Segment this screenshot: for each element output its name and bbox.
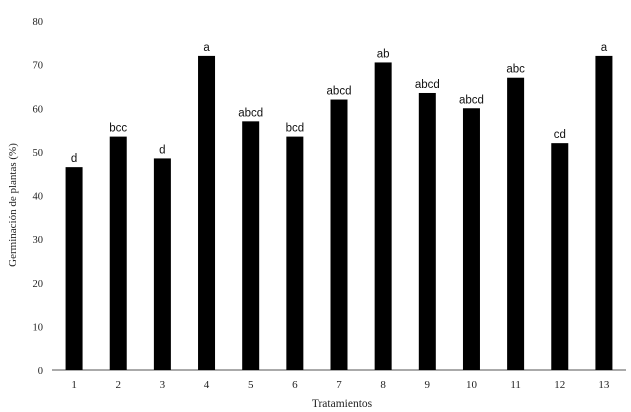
bar-data-label: abcd — [238, 107, 263, 119]
y-tick-label: 0 — [38, 366, 43, 377]
bar-data-label: bcc — [109, 123, 127, 135]
y-tick-label: 50 — [33, 148, 44, 159]
bar — [109, 136, 127, 370]
bar — [198, 55, 216, 371]
y-tick-label: 40 — [33, 192, 44, 203]
x-tick-label: 8 — [380, 379, 386, 391]
bar-data-label: abc — [506, 64, 525, 76]
y-axis-label: Germinación de plantas (%) — [7, 143, 19, 267]
bar-data-label: abcd — [327, 86, 352, 98]
bar — [462, 108, 480, 370]
bar-data-label: abcd — [415, 79, 440, 91]
bar — [65, 167, 83, 370]
bar-data-label: cd — [554, 129, 566, 141]
y-tick-label: 80 — [33, 17, 44, 28]
bar-data-label: d — [71, 153, 77, 165]
bar — [330, 99, 348, 371]
y-tick-label: 60 — [33, 104, 44, 115]
bar — [418, 92, 436, 370]
x-tick-label: 10 — [466, 379, 478, 391]
x-tick-label: 7 — [336, 379, 342, 391]
bar-data-label: a — [601, 42, 608, 54]
x-tick-label: 5 — [248, 379, 254, 391]
bar-data-label: bcd — [286, 123, 305, 135]
plot-area: 01020304050607080d1bcc2d3a4abcd5bcd6abcd… — [33, 17, 626, 391]
bar — [595, 55, 613, 371]
bar — [374, 62, 392, 370]
bar-data-label: d — [159, 144, 165, 156]
bar-data-label: a — [203, 42, 210, 54]
bar-data-label: abcd — [459, 94, 484, 106]
bar — [507, 77, 525, 371]
x-tick-label: 3 — [160, 379, 166, 391]
y-tick-label: 10 — [33, 322, 44, 333]
x-tick-label: 2 — [115, 379, 121, 391]
bar — [286, 136, 304, 370]
y-tick-label: 20 — [33, 279, 44, 290]
x-axis-label: Tratamientos — [312, 398, 373, 410]
bar — [551, 143, 569, 370]
bar-data-label: ab — [377, 48, 390, 60]
y-tick-label: 70 — [33, 61, 44, 72]
bar — [242, 121, 260, 371]
x-tick-label: 4 — [204, 379, 210, 391]
x-tick-label: 12 — [554, 379, 565, 391]
x-tick-label: 13 — [598, 379, 610, 391]
x-tick-label: 1 — [71, 379, 77, 391]
x-tick-label: 6 — [292, 379, 298, 391]
bar — [153, 158, 171, 370]
y-tick-label: 30 — [33, 235, 44, 246]
x-tick-label: 11 — [510, 379, 521, 391]
x-tick-label: 9 — [425, 379, 431, 391]
